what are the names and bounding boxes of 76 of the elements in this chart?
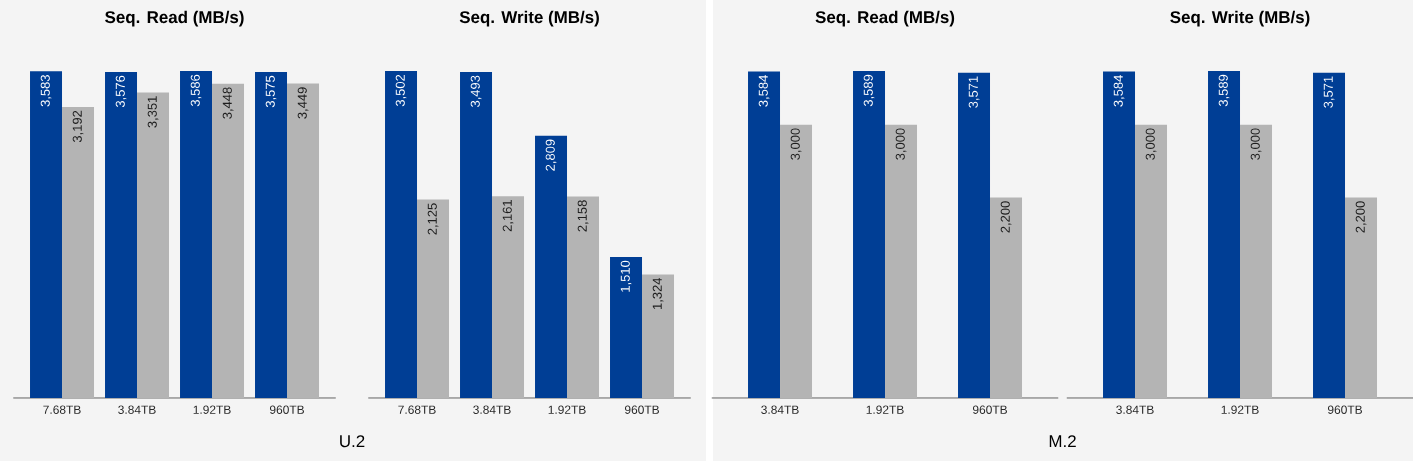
data-label: 3,571	[968, 76, 980, 108]
bar	[885, 124, 918, 398]
data-label: 3,586	[190, 74, 202, 107]
x-tick-label: 960TB	[972, 405, 1007, 414]
x-tick-label: 7.68TB	[398, 405, 436, 414]
x-tick-label: 960TB	[269, 405, 304, 414]
data-label: 2,125	[427, 203, 439, 235]
bar	[105, 71, 138, 398]
data-label: 2,161	[502, 200, 514, 232]
bar	[137, 92, 170, 398]
data-label: 3,000	[895, 128, 907, 160]
bar	[748, 71, 781, 398]
x-tick-label: 1.92TB	[193, 405, 231, 414]
bar	[62, 106, 95, 398]
bar	[610, 257, 643, 398]
bar	[990, 197, 1023, 398]
data-label: 3,351	[147, 96, 159, 128]
data-label: 1,510	[620, 260, 632, 292]
data-label: 3,000	[790, 128, 802, 160]
x-tick-label: 7.68TB	[43, 405, 81, 414]
bar	[417, 199, 450, 398]
bar	[255, 72, 288, 398]
bar	[958, 72, 991, 398]
data-label: 3,000	[1145, 128, 1157, 160]
x-tick-label: 1.92TB	[548, 405, 586, 414]
bar	[1135, 124, 1168, 398]
x-axis-title: M.2	[1049, 435, 1076, 447]
bar	[853, 71, 886, 398]
data-label: 3,584	[758, 75, 770, 107]
bar	[1345, 197, 1378, 398]
data-label: 3,448	[222, 87, 234, 119]
bar	[1313, 72, 1346, 398]
data-label: 3,192	[72, 110, 84, 143]
data-label: 3,576	[115, 75, 127, 108]
bar	[1103, 71, 1136, 398]
x-tick-label: 3.84TB	[118, 405, 156, 414]
x-tick-label: 1.92TB	[866, 405, 904, 414]
data-label: 3,584	[1113, 75, 1125, 107]
bar	[212, 83, 245, 398]
bar	[287, 83, 320, 398]
x-tick-label: 3.84TB	[761, 405, 799, 414]
bar	[567, 196, 600, 398]
bar	[780, 124, 813, 398]
data-label: 1,324	[652, 277, 664, 310]
bar	[1240, 124, 1273, 398]
x-tick-label: 3.84TB	[1116, 405, 1154, 414]
bar	[492, 196, 525, 398]
x-tick-label: 960TB	[624, 405, 659, 414]
data-label: 3,493	[470, 75, 482, 108]
data-label: 3,589	[863, 74, 875, 107]
data-label: 3,571	[1323, 76, 1335, 108]
data-label: 3,589	[1218, 74, 1230, 107]
x-tick-label: 960TB	[1327, 405, 1362, 414]
x-tick-label: 1.92TB	[1221, 405, 1259, 414]
chart-title: Seq. Write (MB/s)	[1170, 10, 1310, 27]
bar	[180, 71, 213, 398]
data-label: 2,200	[1355, 201, 1367, 233]
bar	[385, 71, 418, 398]
chart-title: Seq. Read (MB/s)	[815, 10, 955, 27]
data-label: 2,200	[1000, 201, 1012, 233]
chart-title: Seq. Read (MB/s)	[105, 10, 244, 27]
x-tick-label: 3.84TB	[473, 405, 511, 414]
bar	[30, 71, 63, 398]
data-label: 2,158	[577, 200, 589, 232]
bar	[1208, 71, 1241, 398]
bar	[535, 135, 568, 398]
bar	[642, 274, 675, 398]
data-label: 3,000	[1250, 128, 1262, 160]
x-axis-title: U.2	[340, 435, 365, 448]
data-label: 3,575	[265, 75, 277, 108]
chart-title: Seq. Write (MB/s)	[459, 10, 599, 27]
data-label: 3,449	[297, 87, 309, 119]
data-label: 2,809	[545, 139, 557, 171]
bar	[460, 71, 493, 398]
data-label: 3,502	[395, 74, 407, 107]
data-label: 3,583	[40, 75, 52, 107]
